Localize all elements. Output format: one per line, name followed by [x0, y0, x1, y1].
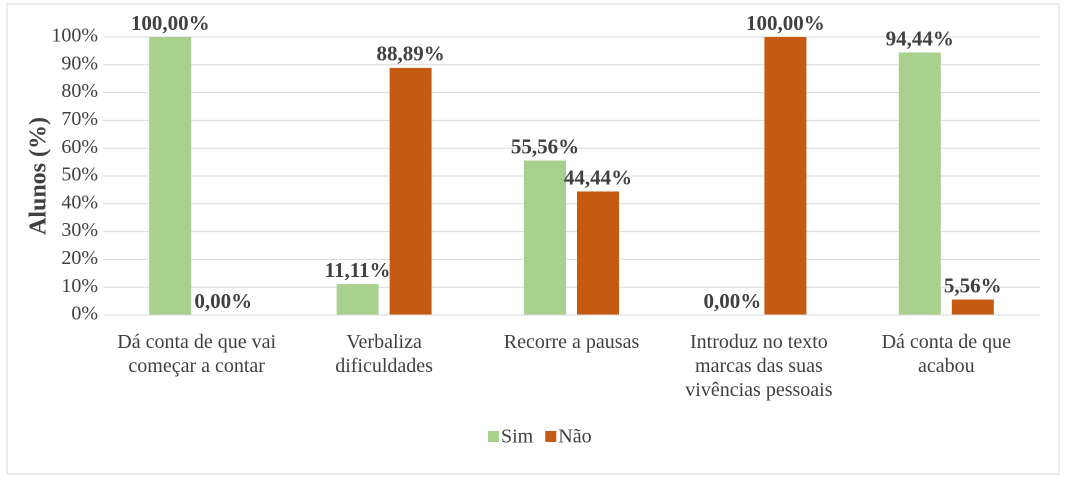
- data-label: 0,00%: [704, 289, 762, 313]
- y-tick-label: 100%: [51, 25, 98, 47]
- y-tick-label: 0%: [71, 303, 98, 325]
- x-tick-label: Verbaliza dificuldades: [335, 331, 433, 377]
- bar: [524, 160, 566, 315]
- x-tick-label: Introduz no texto marcas das suas vivênc…: [685, 331, 833, 401]
- legend-swatch: [545, 431, 557, 442]
- data-label: 94,44%: [886, 26, 954, 50]
- y-tick-label: 30%: [61, 219, 98, 241]
- data-label: 55,56%: [511, 134, 579, 158]
- bar: [336, 284, 379, 315]
- x-tick-label: Dá conta de que vai começar a contar: [117, 331, 277, 377]
- bar: [764, 37, 807, 315]
- bar: [898, 52, 941, 316]
- data-label: 88,89%: [376, 42, 444, 66]
- data-label: 0,00%: [194, 289, 252, 313]
- y-tick-label: 10%: [61, 275, 98, 297]
- x-tick-label: Dá conta de que acabou: [881, 331, 1011, 377]
- y-tick-label: 60%: [61, 136, 98, 158]
- bar: [149, 37, 192, 315]
- data-label: 5,56%: [944, 273, 1002, 297]
- data-label: 11,11%: [325, 258, 391, 282]
- chart-border: [6, 3, 1060, 475]
- y-tick-label: 90%: [61, 52, 98, 74]
- y-axis-title: Alunos (%): [26, 117, 52, 235]
- legend-swatch: [488, 431, 499, 442]
- y-tick-label: 20%: [61, 247, 98, 269]
- data-label: 44,44%: [564, 165, 632, 189]
- x-tick-label: Recorre a pausas: [503, 331, 640, 353]
- y-tick-label: 50%: [61, 164, 98, 186]
- legend-label: Não: [558, 426, 591, 448]
- data-label: 100,00%: [746, 11, 825, 35]
- y-tick-label: 70%: [61, 108, 98, 130]
- data-label: 100,00%: [131, 11, 210, 35]
- legend-label: Sim: [501, 426, 534, 448]
- bar: [389, 67, 432, 315]
- bar: [951, 299, 994, 315]
- y-tick-label: 80%: [61, 80, 98, 102]
- y-tick-label: 40%: [61, 191, 98, 213]
- bar: [577, 191, 619, 315]
